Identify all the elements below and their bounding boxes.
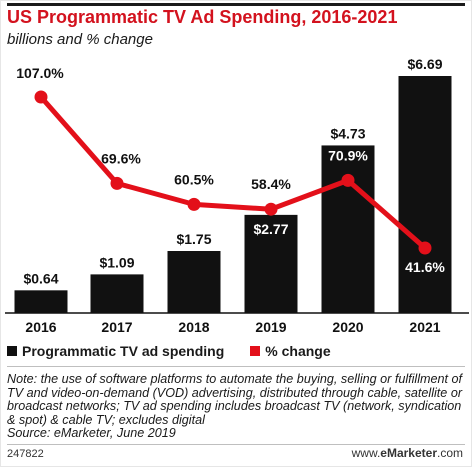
top-rule: [7, 3, 465, 6]
x-tick-label: 2020: [332, 319, 363, 335]
change-point: [341, 173, 355, 187]
change-value-label: 69.6%: [101, 150, 141, 166]
legend-swatch-line: [250, 346, 261, 356]
change-point: [264, 202, 278, 216]
chart-legend: Programmatic TV ad spending % change: [7, 343, 357, 359]
divider-bottom: [7, 444, 465, 445]
legend-label-change: % change: [265, 343, 331, 359]
legend-swatch-bars: [7, 346, 17, 356]
change-value-label: 58.4%: [251, 176, 291, 192]
chart-title: US Programmatic TV Ad Spending, 2016-202…: [7, 7, 398, 27]
legend-item-spending: Programmatic TV ad spending: [7, 343, 224, 359]
chart-note: Note: the use of software platforms to a…: [7, 372, 463, 441]
x-tick-label: 2021: [409, 319, 440, 335]
change-value-label: 41.6%: [405, 259, 445, 275]
bar: [167, 251, 221, 313]
bar: [90, 274, 144, 313]
x-tick-label: 2016: [25, 319, 56, 335]
bar-value-label: $1.75: [176, 231, 211, 247]
change-point: [110, 176, 124, 190]
brand-name: eMarketer: [380, 446, 437, 460]
bar-value-label: $0.64: [23, 270, 58, 286]
bar: [244, 214, 298, 313]
legend-item-change: % change: [250, 343, 331, 359]
change-value-label: 70.9%: [328, 147, 368, 163]
change-point: [418, 241, 432, 255]
chart-id: 247822: [7, 448, 44, 460]
bar-value-label: $6.69: [407, 56, 442, 72]
change-point: [187, 197, 201, 211]
bar-value-label: $4.73: [330, 125, 365, 141]
legend-label-spending: Programmatic TV ad spending: [22, 343, 225, 359]
chart-plot-area: $0.64 2016 $1.09 2017 $1.75 2018 $2.77 2019 $4.7…: [5, 56, 469, 335]
x-tick-label: 2019: [255, 319, 286, 335]
brand-credit: www.eMarketer.com: [352, 446, 463, 460]
bar: [398, 76, 452, 313]
bar: [14, 290, 68, 313]
bar: [321, 145, 375, 313]
bar-value-label: $1.09: [99, 254, 134, 270]
divider-top: [7, 366, 465, 367]
bar-value-label: $2.77: [253, 221, 288, 237]
x-tick-label: 2017: [101, 319, 132, 335]
brand-prefix: www.: [351, 446, 381, 460]
x-tick-label: 2018: [178, 319, 209, 335]
change-line: [39, 95, 427, 250]
change-value-label: 107.0%: [16, 65, 64, 81]
change-value-label: 60.5%: [174, 171, 214, 187]
change-point: [34, 90, 48, 104]
chart-subtitle: billions and % change: [7, 31, 153, 48]
brand-suffix: .com: [436, 446, 463, 460]
